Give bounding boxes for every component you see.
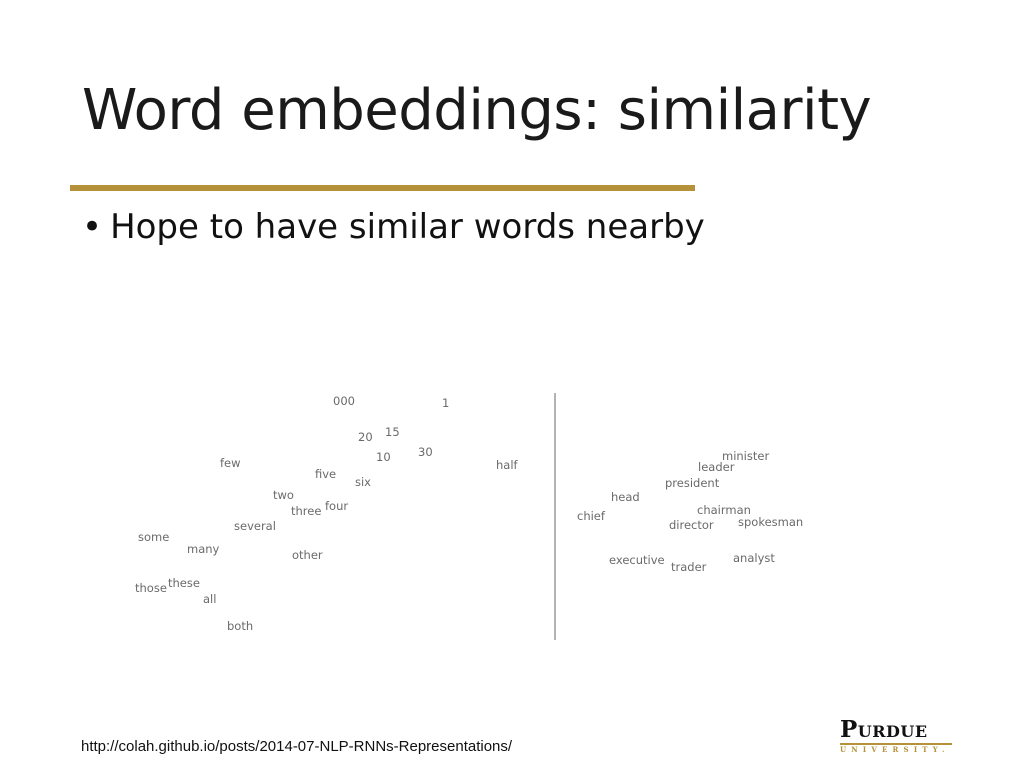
right-word-label: spokesman	[738, 515, 803, 529]
left-word-label: six	[355, 475, 371, 489]
left-word-label: 10	[376, 450, 391, 464]
source-citation: http://colah.github.io/posts/2014-07-NLP…	[81, 738, 513, 755]
left-word-label: some	[138, 530, 169, 544]
bullet-text: Hope to have similar words nearby	[110, 207, 705, 247]
right-word-label: analyst	[733, 551, 775, 565]
logo-wordmark: Purdue	[840, 716, 928, 743]
left-word-label: both	[227, 619, 253, 633]
left-word-label: 15	[385, 425, 400, 439]
left-word-label: all	[203, 592, 216, 606]
left-word-label: these	[168, 576, 200, 590]
right-word-label: chief	[577, 509, 606, 523]
right-word-label: executive	[609, 553, 665, 567]
purdue-logo: Purdue UNIVERSITY.	[838, 716, 958, 756]
embedding-figure: 000 1 20 15 10 30 few five six half two four three se…	[120, 385, 840, 647]
left-word-label: many	[187, 542, 220, 556]
left-word-label: four	[325, 499, 348, 513]
right-word-label: leader	[698, 460, 735, 474]
left-word-label: 000	[333, 394, 355, 408]
right-word-label: chairman	[697, 503, 751, 517]
bullet-symbol: •	[82, 207, 103, 247]
left-word-label: few	[220, 456, 241, 470]
right-word-label: director	[669, 518, 714, 532]
right-word-label: president	[665, 476, 720, 490]
slide-title: Word embeddings: similarity	[82, 78, 872, 143]
left-word-label: 1	[442, 396, 449, 410]
right-word-label: minister	[722, 449, 769, 463]
left-word-label: several	[234, 519, 276, 533]
left-word-label: half	[496, 458, 519, 472]
left-word-label: other	[292, 548, 323, 562]
left-word-label: five	[315, 467, 336, 481]
right-word-label: head	[611, 490, 640, 504]
left-word-label: those	[135, 581, 167, 595]
left-word-label: 30	[418, 445, 433, 459]
bullet-point: • Hope to have similar words nearby	[82, 207, 705, 247]
title-underline	[70, 185, 695, 191]
embedding-plot: 000 1 20 15 10 30 few five six half two four three se…	[135, 393, 803, 640]
left-word-label: 20	[358, 430, 373, 444]
left-word-label: three	[291, 504, 321, 518]
logo-rule	[840, 743, 952, 745]
logo-subtitle: UNIVERSITY.	[840, 745, 950, 754]
left-word-label: two	[273, 488, 294, 502]
right-word-label: trader	[671, 560, 707, 574]
